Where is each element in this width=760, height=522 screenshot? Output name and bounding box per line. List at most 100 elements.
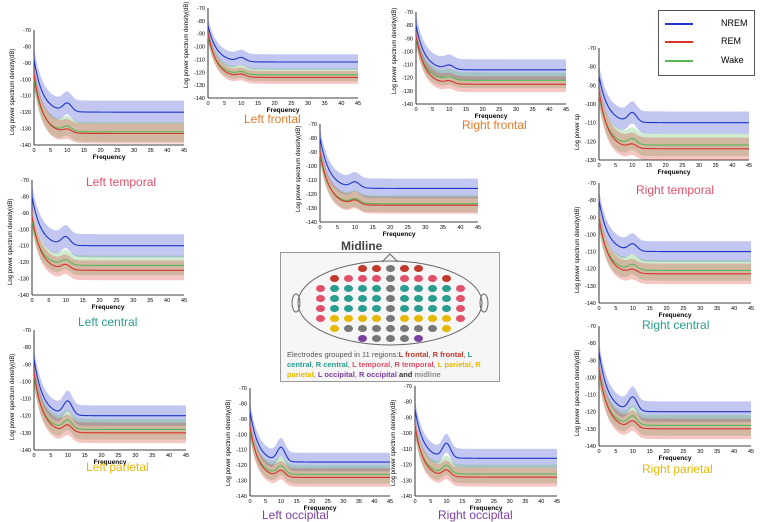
x-tick-label: 30 [507, 499, 513, 505]
x-tick-label: 15 [294, 499, 300, 505]
x-tick-label: 5 [431, 107, 434, 113]
x-tick-label: 40 [338, 101, 344, 107]
electrode-dot [372, 315, 381, 322]
y-tick-label: -90 [197, 32, 205, 38]
x-axis-label: Frequency [92, 304, 125, 311]
caption-region: R occipital [359, 370, 397, 379]
line-wake [31, 220, 185, 266]
band-wake [599, 83, 749, 157]
electrode-dot [400, 295, 409, 302]
electrode-dot [428, 285, 437, 292]
caption-separator: , [311, 360, 316, 369]
band-rem [599, 79, 749, 160]
electrode-dot [386, 295, 395, 302]
x-tick-label: 20 [96, 298, 102, 304]
line-nrem [33, 359, 186, 417]
x-tick-label: 25 [680, 306, 686, 312]
electrode-dot [386, 305, 395, 312]
y-tick-label: -130 [401, 478, 412, 484]
x-tick-label: 45 [748, 449, 754, 455]
y-tick-label: -140 [20, 143, 31, 149]
y-tick-label: -70 [404, 384, 412, 390]
nose-icon [381, 253, 399, 263]
line-nrem [319, 137, 478, 189]
caption-region: L temporal [352, 360, 391, 369]
x-tick-label: 40 [731, 306, 737, 312]
electrode-dot [344, 315, 353, 322]
y-tick-label: -140 [236, 494, 247, 500]
line-rem [598, 368, 751, 430]
x-axis-label: Frequency [659, 455, 692, 462]
line-rem [33, 372, 186, 434]
x-tick-label: 25 [114, 148, 120, 154]
electrode-dot [400, 265, 409, 272]
panel-left-frontal: -70 -80 -90 -100 -110 -120 -130 -140 0 5 10 15 20 25 3… [178, 0, 368, 150]
electrode-dot [456, 305, 465, 312]
x-tick-label: 20 [387, 225, 393, 231]
x-tick-label: 25 [288, 101, 294, 107]
electrode-dot [386, 335, 395, 342]
caption-separator: , [347, 360, 353, 369]
x-tick-label: 5 [336, 225, 339, 231]
y-tick-label: -100 [585, 102, 596, 108]
y-tick-label: -90 [23, 362, 31, 368]
y-tick-label: -80 [309, 136, 317, 142]
panel-left-occipital: -70 -80 -90 -100 -110 -120 -130 -140 0 5 10 15 20 25 3… [220, 378, 393, 518]
y-tick-label: -120 [585, 410, 596, 416]
electrode-dot [442, 275, 451, 282]
label-left-frontal: Left frontal [244, 112, 301, 126]
y-tick-label: -130 [585, 158, 596, 164]
x-tick-label: 10 [63, 298, 69, 304]
electrode-dot [386, 315, 395, 322]
x-tick-label: 30 [305, 101, 311, 107]
x-tick-label: 45 [355, 101, 361, 107]
x-tick-label: 30 [130, 298, 136, 304]
electrode-dot [330, 315, 339, 322]
y-tick-label: -100 [236, 432, 247, 438]
line-wake [207, 36, 358, 76]
line-wake [414, 428, 557, 475]
electrode-dot [400, 275, 409, 282]
x-tick-label: 35 [530, 107, 536, 113]
x-tick-label: 0 [413, 499, 416, 505]
label-right-temporal: Right temporal [636, 183, 715, 197]
y-tick-label: -90 [21, 211, 29, 217]
y-tick-label: -90 [239, 417, 247, 423]
x-tick-label: 25 [325, 499, 331, 505]
y-tick-label: -130 [585, 427, 596, 433]
caption-separator: , [471, 360, 476, 369]
y-tick-label: -130 [194, 83, 205, 89]
y-tick-label: -130 [20, 431, 31, 437]
x-tick-label: 25 [405, 225, 411, 231]
electrode-dot [456, 285, 465, 292]
y-axis-label: Log power spectrum density(dB) [575, 206, 581, 293]
x-tick-label: 20 [480, 107, 486, 113]
x-tick-label: 40 [731, 449, 737, 455]
x-tick-label: 45 [746, 163, 752, 169]
line-wake [33, 376, 187, 430]
x-tick-label: 0 [30, 298, 33, 304]
legend-item-nrem: NREM [665, 17, 750, 31]
electrode-dot [316, 305, 325, 312]
caption-region: L parietal [437, 360, 472, 369]
panel-left-temporal: -70 -80 -90 -100 -110 -120 -130 -140 0 5 10 15 20 25 3… [0, 22, 195, 192]
caption-region: L frontal [398, 350, 429, 359]
x-tick-label: 35 [713, 163, 719, 169]
y-tick-label: -130 [20, 127, 31, 133]
x-tick-label: 10 [446, 107, 452, 113]
electrode-dot [316, 295, 325, 302]
x-tick-label: 0 [32, 148, 35, 154]
electrode-dot [414, 275, 423, 282]
x-tick-label: 45 [563, 107, 569, 113]
y-tick-label: -140 [306, 220, 317, 226]
x-tick-label: 0 [32, 453, 35, 459]
line-nrem [207, 25, 358, 63]
x-axis-label: Frequency [383, 231, 416, 238]
band-wake [599, 210, 751, 281]
panel-right-central: -70 -80 -90 -100 -110 -120 -130 -140 0 5 10 15 20 25 3… [565, 175, 760, 335]
x-tick-label: 30 [132, 453, 138, 459]
y-tick-label: -120 [18, 260, 29, 266]
